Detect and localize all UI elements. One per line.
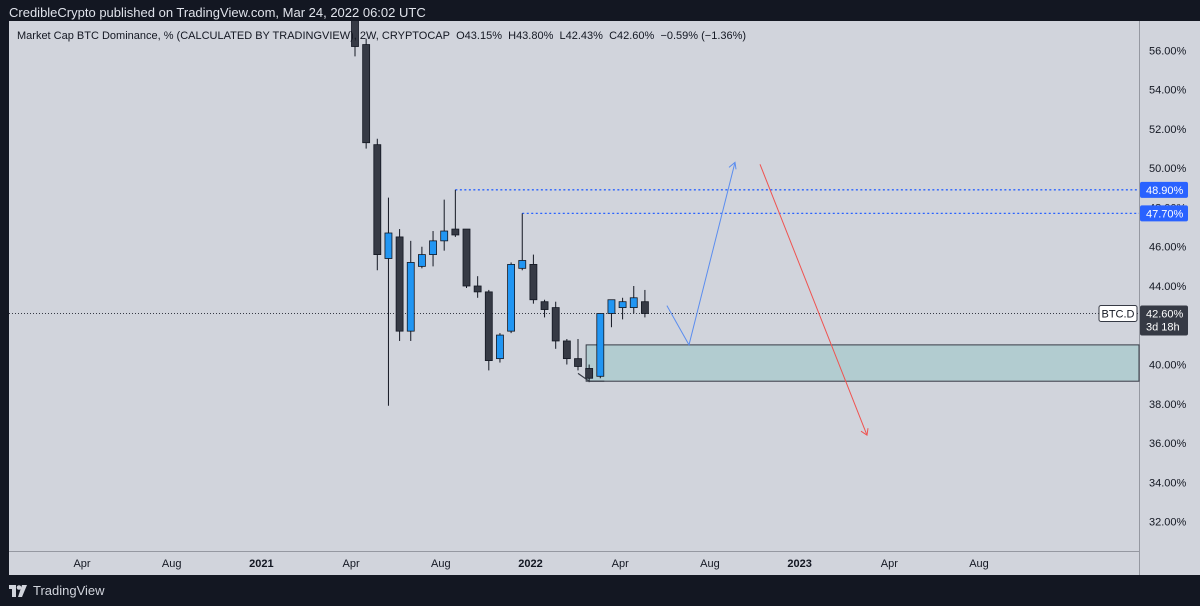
candle-body[interactable] xyxy=(417,254,426,267)
legend-change: −0.59% (−1.36%) xyxy=(660,30,747,42)
y-tick-label: 36.00% xyxy=(1149,438,1187,450)
legend-close-value: 42.60% xyxy=(617,30,655,42)
tradingview-logo-icon xyxy=(9,584,27,597)
candle-body[interactable] xyxy=(574,358,582,367)
candle-body[interactable] xyxy=(507,264,516,332)
tradingview-logo[interactable]: TradingView xyxy=(9,583,105,598)
projection-down-path[interactable] xyxy=(759,164,868,436)
symbol-tag-bg xyxy=(1098,304,1138,322)
x-tick-label: Aug xyxy=(162,558,182,570)
level-price-label: 48.90% xyxy=(1146,185,1184,197)
candle-body[interactable] xyxy=(629,297,638,308)
candle-body[interactable] xyxy=(585,368,594,379)
chart-area[interactable]: 56.00%54.00%52.00%50.00%48.00%46.00%44.0… xyxy=(9,21,1200,575)
candle-body[interactable] xyxy=(384,232,393,259)
candle-body[interactable] xyxy=(518,260,527,269)
candle-body[interactable] xyxy=(351,21,359,47)
candle-body[interactable] xyxy=(596,313,605,377)
current-price-label: 42.60% xyxy=(1146,308,1184,320)
level-price-label: 47.70% xyxy=(1146,208,1184,220)
price-chart[interactable]: 56.00%54.00%52.00%50.00%48.00%46.00%44.0… xyxy=(9,21,1200,575)
x-tick-label: Apr xyxy=(612,558,629,570)
symbol-tag: BTC.D xyxy=(1102,308,1135,320)
legend-open-value: 43.15% xyxy=(464,30,502,42)
legend-high-value: 43.80% xyxy=(516,30,554,42)
x-tick-label: Apr xyxy=(73,558,90,570)
projection-up-path[interactable] xyxy=(666,162,736,347)
x-tick-label: 2021 xyxy=(249,558,273,570)
legend-low-value: 42.43% xyxy=(565,30,603,42)
y-tick-label: 52.00% xyxy=(1149,124,1187,136)
candle-body[interactable] xyxy=(484,291,493,361)
x-tick-label: Apr xyxy=(343,558,360,570)
legend-open-label: O xyxy=(456,30,465,42)
y-tick-label: 56.00% xyxy=(1149,45,1187,57)
level-price-label-bg xyxy=(1140,181,1188,198)
chart-legend: Market Cap BTC Dominance, % (CALCULATED … xyxy=(17,30,746,42)
candle-body[interactable] xyxy=(473,285,482,293)
y-tick-label: 38.00% xyxy=(1149,399,1187,411)
candle-body[interactable] xyxy=(551,307,560,342)
candle-body[interactable] xyxy=(462,228,471,287)
current-price-label-bg xyxy=(1140,305,1188,336)
candle-body[interactable] xyxy=(395,236,404,332)
x-tick-label: 2022 xyxy=(518,558,542,570)
y-tick-label: 34.00% xyxy=(1149,477,1187,489)
x-tick-label: Aug xyxy=(700,558,720,570)
y-tick-label: 54.00% xyxy=(1149,85,1187,97)
price-axis[interactable] xyxy=(1139,21,1200,575)
bar-countdown-label: 3d 18h xyxy=(1146,321,1180,333)
candle-body[interactable] xyxy=(607,299,616,314)
candle-body[interactable] xyxy=(496,334,504,360)
level-price-label-bg xyxy=(1140,205,1188,222)
candle-body[interactable] xyxy=(373,144,382,255)
tradingview-brand: TradingView xyxy=(33,583,105,598)
candle-body[interactable] xyxy=(362,44,371,144)
candle-body[interactable] xyxy=(406,262,415,332)
footer-bar: TradingView xyxy=(0,575,1200,606)
published-text: CredibleCrypto published on TradingView.… xyxy=(9,5,426,20)
candle-body[interactable] xyxy=(429,240,437,255)
x-tick-label: 2023 xyxy=(787,558,811,570)
y-tick-label: 46.00% xyxy=(1149,242,1187,254)
candle-body[interactable] xyxy=(440,230,449,242)
candle-body[interactable] xyxy=(529,264,538,301)
legend-close-label: C xyxy=(609,30,618,42)
legend-symbol: Market Cap BTC Dominance, % (CALCULATED … xyxy=(17,30,450,42)
x-tick-label: Aug xyxy=(431,558,451,570)
legend-low-label: L xyxy=(559,30,566,42)
candle-body[interactable] xyxy=(562,340,571,360)
candle-body[interactable] xyxy=(618,301,627,308)
x-tick-label: Aug xyxy=(969,558,989,570)
price-pane[interactable] xyxy=(9,21,1139,551)
demand-zone[interactable] xyxy=(585,344,1140,382)
candle-body[interactable] xyxy=(641,301,649,314)
candle-body[interactable] xyxy=(451,228,460,236)
candle-body[interactable] xyxy=(540,301,549,310)
y-tick-label: 40.00% xyxy=(1149,360,1187,372)
time-axis[interactable] xyxy=(9,551,1139,575)
y-tick-label: 50.00% xyxy=(1149,163,1187,175)
projection-up-arrowhead xyxy=(728,161,737,170)
projection-down-arrowhead xyxy=(860,428,869,437)
y-tick-label: 32.00% xyxy=(1149,517,1187,529)
low-bracket xyxy=(577,372,605,382)
x-tick-label: Apr xyxy=(881,558,898,570)
legend-high-label: H xyxy=(508,30,517,42)
y-tick-label: 44.00% xyxy=(1149,281,1187,293)
